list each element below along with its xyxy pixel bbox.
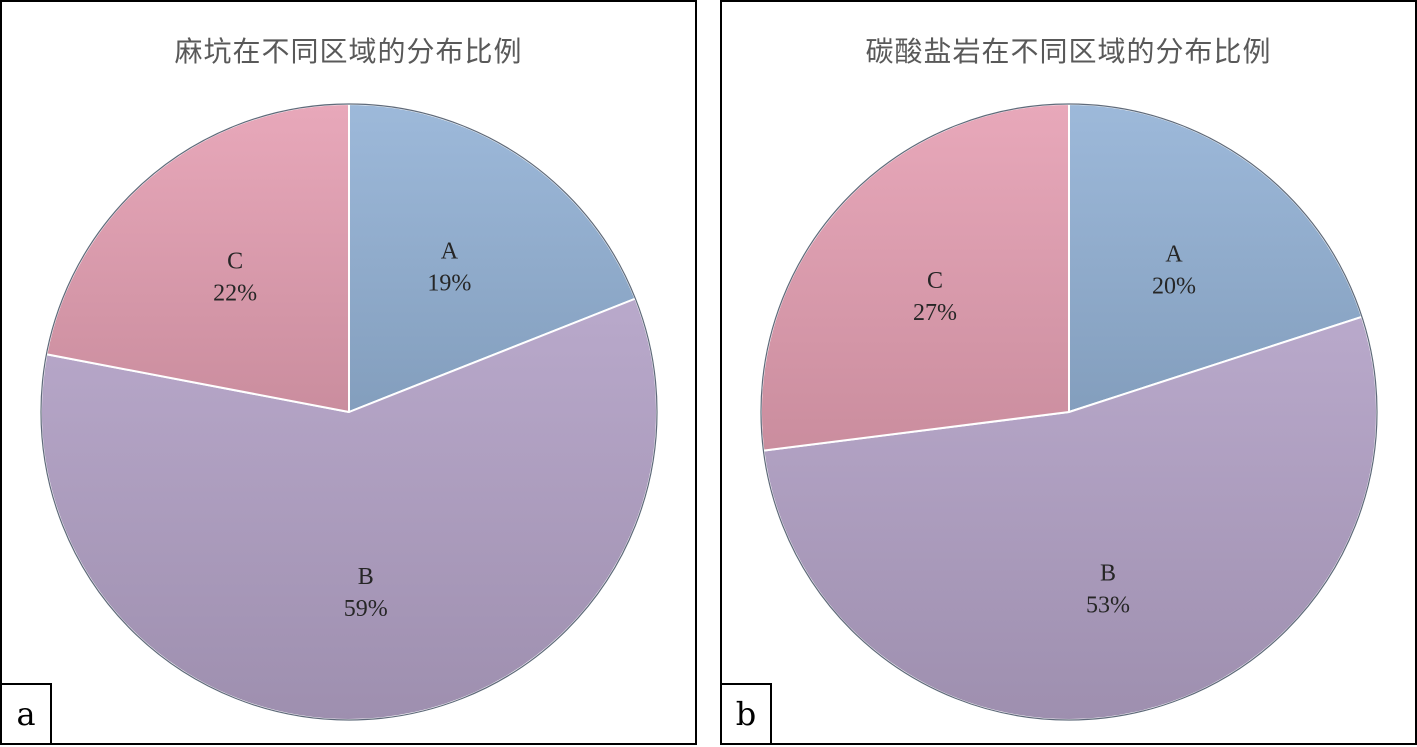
pie-chart: A 19% B 59% C 22% — [40, 103, 658, 721]
panel-label: a — [0, 683, 52, 745]
slice-percent-label: 20% — [1152, 273, 1196, 299]
pie-chart: A 20% B 53% C 27% — [760, 103, 1378, 721]
chart-title: 麻坑在不同区域的分布比例 — [174, 35, 523, 68]
chart-title: 碳酸盐岩在不同区域的分布比例 — [865, 35, 1272, 68]
pie-outline — [40, 103, 658, 721]
pie-outline — [760, 103, 1378, 721]
slice-percent-label: 27% — [913, 300, 957, 326]
slice-category-label: C — [227, 248, 243, 274]
slice-category-label: C — [927, 268, 943, 294]
slice-category-label: B — [1100, 560, 1116, 586]
pie-slice-c — [760, 103, 1070, 452]
panel-label: b — [720, 683, 772, 745]
slice-percent-label: 22% — [213, 280, 257, 306]
slice-category-label: B — [358, 564, 374, 590]
slice-category-label: A — [441, 238, 459, 264]
slice-percent-label: 59% — [344, 596, 388, 622]
slice-percent-label: 19% — [427, 270, 471, 296]
chart-panel-a: 麻坑在不同区域的分布比例 A 19% B 59% C 22% a — [0, 0, 697, 745]
chart-panel-b: 碳酸盐岩在不同区域的分布比例 A 20% B 53% C 27% b — [720, 0, 1417, 745]
slice-percent-label: 53% — [1086, 592, 1130, 618]
slice-category-label: A — [1165, 241, 1183, 267]
